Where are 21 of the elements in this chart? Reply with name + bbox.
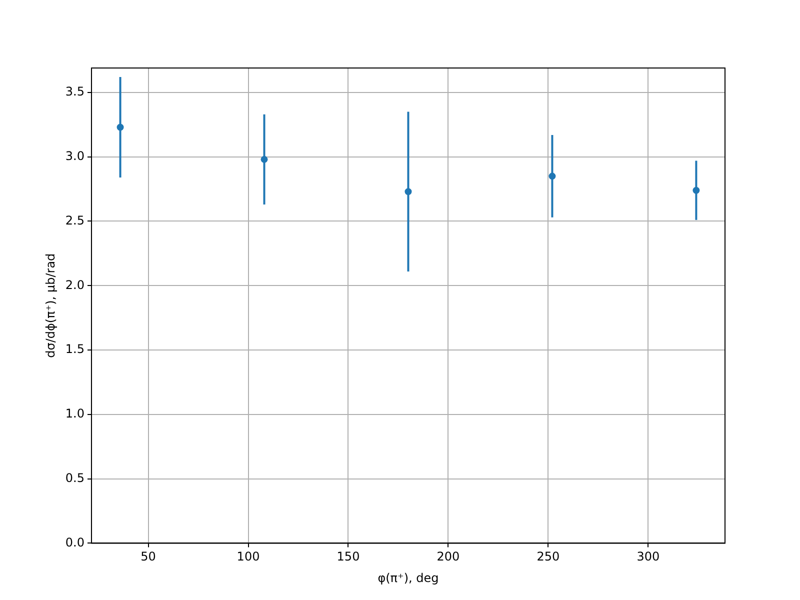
point [116, 124, 124, 131]
x-tick-label: 100 [236, 550, 260, 564]
y-tick-label: 0.5 [65, 470, 84, 485]
x-tick-label: 50 [140, 550, 156, 564]
x-tick-label: 200 [436, 550, 460, 564]
point [692, 186, 700, 194]
y-tick-label: 1.5 [65, 342, 84, 356]
x-axis-title: φ(π⁺), deg [378, 570, 439, 585]
y-tick-label: 3.5 [65, 84, 84, 99]
point [404, 188, 412, 196]
y-tick-label: 2.0 [65, 278, 84, 292]
y-tick-label: 3.0 [65, 148, 84, 163]
y-axis-title: dσ/dϕ(π⁺), μb/rad [43, 253, 58, 358]
x-tick-label: 250 [536, 550, 560, 564]
point [260, 156, 268, 163]
y-tick-label: 2.5 [65, 213, 84, 228]
x-tick-label: 150 [336, 550, 360, 564]
point [548, 172, 556, 180]
x-tick-label: 300 [636, 550, 660, 564]
y-tick-label: 1.0 [65, 406, 84, 421]
y-tick-label: 0.0 [65, 535, 84, 550]
